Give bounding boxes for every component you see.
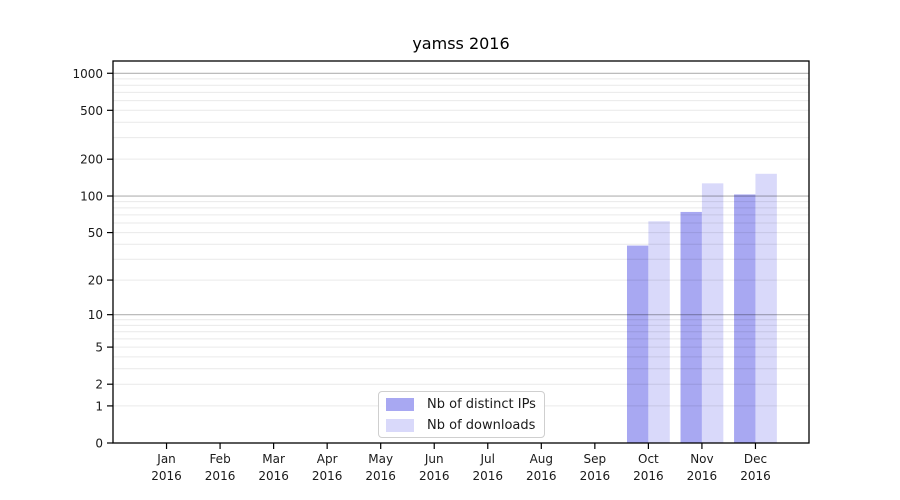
x-tick-label-dec: Dec	[744, 452, 767, 466]
x-tick-label-aug-year: 2016	[526, 469, 557, 483]
legend-label-distinct-ips: Nb of distinct IPs	[427, 396, 536, 412]
y-tick-label-0: 0	[95, 437, 103, 451]
x-tick-label-jan-year: 2016	[151, 469, 182, 483]
x-tick-label-jan: Jan	[156, 452, 176, 466]
y-tick-label-2: 2	[95, 378, 103, 392]
y-tick-label-20: 20	[88, 274, 103, 288]
x-tick-label-apr: Apr	[317, 452, 338, 466]
legend-item-downloads: Nb of downloads	[386, 418, 544, 433]
x-tick-label-sep-year: 2016	[580, 469, 611, 483]
x-tick-label-mar: Mar	[262, 452, 285, 466]
bar-nb-of-downloads-dec	[755, 173, 777, 443]
x-tick-label-aug: Aug	[530, 452, 553, 466]
y-tick-label-5: 5	[95, 341, 103, 355]
x-tick-label-sep: Sep	[584, 452, 607, 466]
bar-nb-of-distinct-ips-oct	[626, 245, 649, 443]
x-tick-label-mar-year: 2016	[258, 469, 289, 483]
bar-nb-of-downloads-oct	[648, 221, 670, 443]
x-tick-label-jun: Jun	[424, 452, 444, 466]
y-tick-label-100: 100	[80, 190, 103, 204]
bar-nb-of-downloads-nov	[701, 183, 724, 444]
legend-label-downloads: Nb of downloads	[427, 417, 536, 433]
x-tick-label-jul-year: 2016	[472, 469, 503, 483]
legend-swatch-distinct-ips	[386, 397, 414, 411]
y-tick-label-500: 500	[80, 104, 103, 118]
x-tick-label-oct-year: 2016	[633, 469, 664, 483]
x-tick-label-oct: Oct	[638, 452, 659, 466]
legend-item-distinct-ips: Nb of distinct IPs	[386, 397, 544, 412]
y-tick-label-1: 1	[95, 399, 103, 413]
x-tick-label-may-year: 2016	[365, 469, 396, 483]
x-tick-label-jul: Jul	[480, 452, 495, 466]
x-tick-label-dec-year: 2016	[740, 469, 771, 483]
legend-swatch-downloads	[386, 418, 414, 432]
x-tick-label-may: May	[368, 452, 393, 466]
y-tick-label-10: 10	[88, 308, 103, 322]
x-tick-label-nov: Nov	[690, 452, 713, 466]
bar-nb-of-distinct-ips-nov	[680, 211, 702, 443]
plot-border	[112, 60, 810, 444]
y-tick-label-200: 200	[80, 153, 103, 167]
y-tick-label-1000: 1000	[72, 67, 103, 81]
x-tick-label-jun-year: 2016	[419, 469, 450, 483]
x-tick-label-nov-year: 2016	[687, 469, 718, 483]
legend: Nb of distinct IPs Nb of downloads	[378, 391, 545, 438]
x-tick-label-feb-year: 2016	[205, 469, 236, 483]
x-tick-label-feb: Feb	[209, 452, 230, 466]
x-tick-label-apr-year: 2016	[312, 469, 343, 483]
chart-title: yamss 2016	[412, 34, 510, 53]
bar-nb-of-distinct-ips-dec	[734, 194, 756, 443]
y-tick-label-50: 50	[88, 226, 103, 240]
